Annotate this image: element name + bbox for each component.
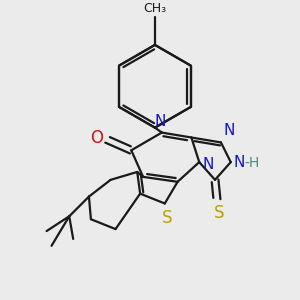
Text: O: O: [90, 130, 103, 148]
Text: N: N: [154, 114, 166, 129]
Text: S: S: [161, 209, 172, 227]
Text: -H: -H: [244, 156, 260, 170]
Text: N: N: [202, 157, 214, 172]
Text: S: S: [214, 205, 224, 223]
Text: N: N: [234, 154, 245, 169]
Text: N: N: [224, 124, 235, 139]
Text: CH₃: CH₃: [143, 2, 167, 15]
